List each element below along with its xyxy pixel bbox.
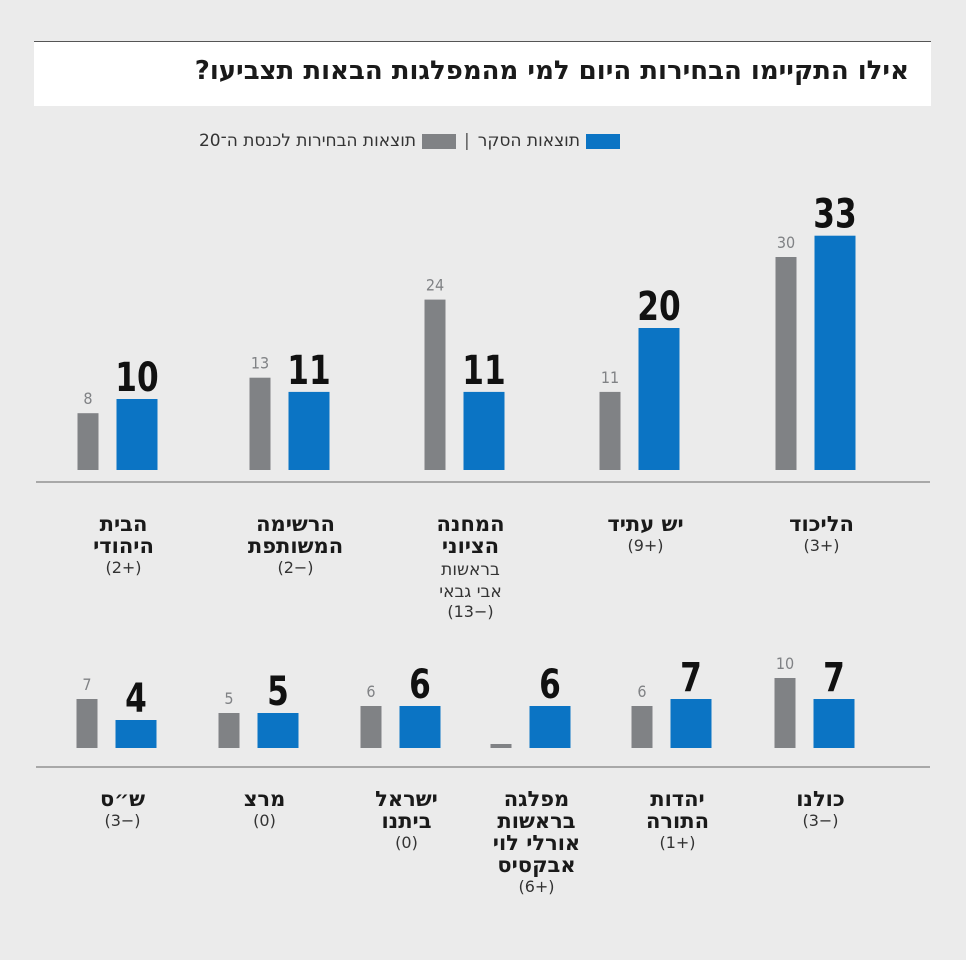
election-value-1-3: 24: [426, 276, 444, 295]
seat-change-2-6: (−3): [104, 811, 140, 830]
category-label-2-2-line-1: יהדות: [650, 787, 705, 811]
poll-value-2-6: 4: [125, 676, 147, 722]
legend-item-poll: תוצאות הסקר: [478, 131, 620, 151]
poll-bar-2-3: [529, 706, 571, 748]
poll-bar-2-6: [115, 720, 157, 748]
category-label-2-4-line-2: ביתנו: [381, 809, 431, 833]
legend-label-poll: תוצאות הסקר: [477, 131, 580, 151]
poll-bar-2-4: [399, 706, 441, 748]
category-label-2-3-line-4: אבקסיס: [497, 853, 575, 877]
election-bar-1-3: [424, 299, 446, 470]
election-value-1-5: 8: [83, 389, 92, 408]
seat-change-1-3: (−13): [447, 602, 493, 621]
poll-bar-2-2: [670, 699, 712, 748]
poll-value-2-3: 6: [539, 662, 561, 708]
category-label-2-1-line-1: כולנו: [796, 787, 845, 811]
poll-bar-1-3: [463, 391, 505, 470]
seat-change-1-1: (+3): [803, 536, 839, 555]
poll-bar-1-2: [638, 328, 680, 470]
poll-bar-1-5: [116, 399, 158, 470]
poll-value-2-1: 7: [823, 655, 845, 701]
legend-swatch-election: [422, 133, 456, 149]
legend-swatch-poll: [586, 133, 620, 149]
election-value-1-2: 11: [601, 368, 619, 387]
category-label-1-3-line-1: המחנה: [437, 512, 505, 536]
seat-change-1-2: (+9): [627, 536, 663, 555]
category-sublabel-1-3-line-2: אבי גבאי: [439, 582, 501, 602]
category-sublabel-1-3-line-1: בראשות: [441, 560, 500, 580]
chart-title: אילו התקיימו הבחירות היום למי מהמפלגות ה…: [194, 56, 909, 86]
poll-value-1-5: 10: [115, 355, 158, 401]
poll-bar-2-5: [257, 713, 299, 748]
election-bar-2-4: [360, 706, 382, 748]
poll-value-1-1: 33: [813, 192, 856, 238]
election-value-2-6: 7: [82, 675, 91, 694]
poll-value-2-5: 5: [267, 669, 289, 715]
election-bar-2-2: [631, 706, 653, 748]
poll-value-2-2: 7: [680, 655, 702, 701]
title-box: אילו התקיימו הבחירות היום למי מהמפלגות ה…: [34, 41, 931, 106]
poll-bar-1-4: [288, 391, 330, 470]
category-label-1-5-line-1: הבית: [100, 512, 148, 536]
election-value-2-1: 10: [776, 654, 794, 673]
category-label-2-3-line-3: אורלי לוי: [493, 831, 580, 855]
legend-label-election: תוצאות הבחירות לכנסת ה־20: [198, 131, 416, 151]
seat-change-1-5: (+2): [105, 558, 141, 577]
election-bar-2-1: [774, 678, 796, 748]
seat-change-2-2: (+1): [659, 833, 695, 852]
category-label-1-3-line-2: הציוני: [442, 534, 499, 558]
poll-bar-1-1: [814, 235, 856, 470]
poll-value-2-4: 6: [409, 662, 431, 708]
category-label-1-4-line-1: הרשימה: [256, 512, 335, 536]
election-bar-1-1: [775, 257, 797, 470]
seat-change-2-1: (−3): [802, 811, 838, 830]
election-bar-1-5: [77, 413, 99, 470]
category-label-1-4-line-2: המשותפת: [248, 534, 343, 558]
poll-bar-2-1: [813, 699, 855, 748]
election-bar-1-2: [599, 391, 621, 470]
seat-change-2-5: (0): [253, 811, 276, 830]
election-value-2-2: 6: [637, 682, 646, 701]
category-label-2-5-line-1: מרצ: [244, 787, 286, 811]
poll-value-1-4: 11: [287, 348, 330, 394]
seat-change-2-4: (0): [395, 833, 418, 852]
seat-change-1-4: (−2): [277, 558, 313, 577]
category-label-2-6-line-1: ש״ס: [100, 787, 145, 811]
legend: תוצאות הסקר | תוצאות הבחירות לכנסת ה־20: [40, 131, 620, 151]
category-label-2-3-line-1: מפלגה: [504, 787, 570, 811]
election-value-1-1: 30: [777, 233, 795, 252]
poll-value-1-3: 11: [462, 348, 505, 394]
election-value-1-4: 13: [251, 354, 269, 373]
poll-value-1-2: 20: [637, 284, 680, 330]
election-bar-2-6: [76, 699, 98, 748]
category-label-2-4-line-1: ישראל: [375, 787, 438, 811]
category-label-1-2-line-1: יש עתיד: [607, 512, 683, 536]
category-label-1-1-line-1: הליכוד: [789, 512, 854, 536]
legend-item-election: תוצאות הבחירות לכנסת ה־20: [199, 131, 456, 151]
election-bar-2-5: [218, 713, 240, 748]
election-bar-2-3: [490, 744, 512, 748]
election-value-2-5: 5: [224, 689, 233, 708]
category-label-2-2-line-2: התורה: [646, 809, 709, 833]
category-label-1-5-line-2: היהודי: [93, 534, 154, 558]
category-label-2-3-line-2: בראשות: [497, 809, 575, 833]
seat-change-2-3: (+6): [518, 877, 554, 896]
legend-separator: |: [464, 131, 470, 151]
election-value-2-4: 6: [366, 682, 375, 701]
election-bar-1-4: [249, 377, 271, 470]
